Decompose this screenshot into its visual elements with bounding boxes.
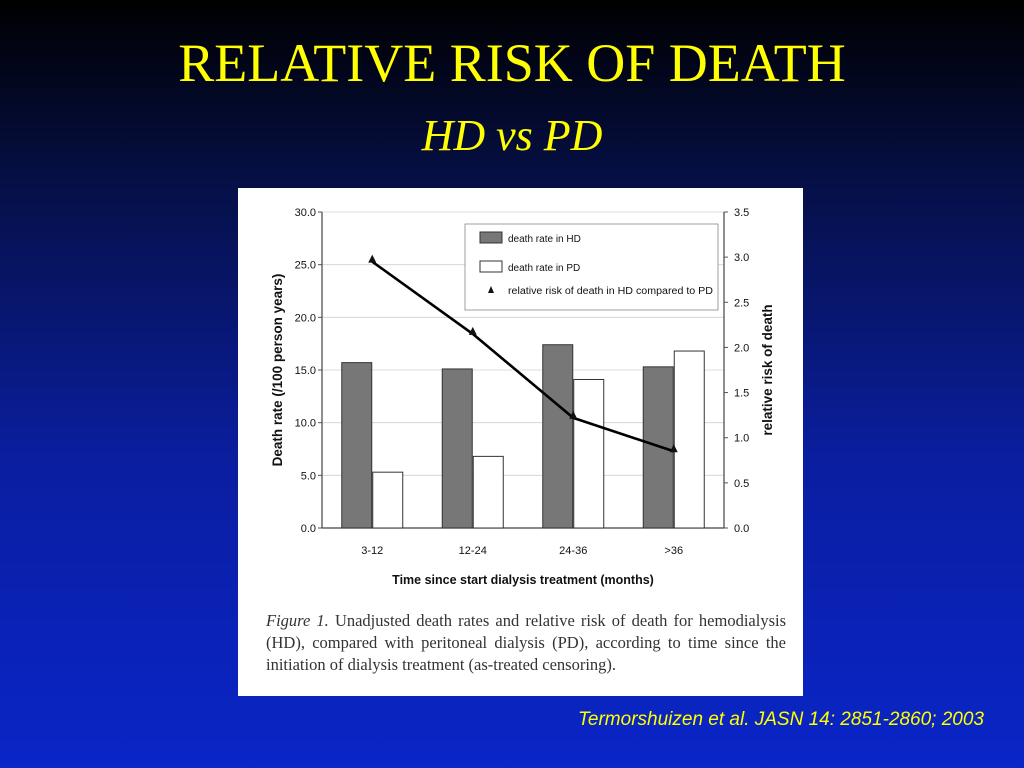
- risk-marker: [569, 410, 578, 419]
- risk-marker: [468, 326, 477, 335]
- y-tick-label: 25.0: [295, 260, 316, 272]
- y2-tick-label: 3.5: [734, 207, 749, 219]
- y-tick-label: 5.0: [301, 470, 316, 482]
- y2-tick-label: 0.0: [734, 523, 749, 535]
- risk-marker: [368, 254, 377, 263]
- legend-swatch-pd: [479, 260, 503, 273]
- y2-tick-label: 1.0: [734, 433, 749, 445]
- legend-swatch-hd: [479, 231, 503, 244]
- y-axis-label: Death rate (/100 person years): [270, 274, 285, 467]
- y2-tick-label: 2.5: [734, 297, 749, 309]
- bar-hd: [542, 344, 574, 529]
- x-tick-label: 3-12: [361, 545, 383, 557]
- y2-tick-label: 0.5: [734, 478, 749, 490]
- x-tick-label: 12-24: [459, 545, 487, 557]
- figure-caption-label: Figure 1.: [266, 611, 329, 630]
- slide-subtitle: HD vs PD: [421, 111, 603, 160]
- legend-box: [464, 223, 719, 311]
- y-tick-label: 15.0: [295, 365, 316, 377]
- y-tick-label: 10.0: [295, 418, 316, 430]
- y2-tick-label: 3.0: [734, 252, 749, 264]
- citation: Termorshuizen et al. JASN 14: 2851-2860;…: [578, 709, 984, 730]
- legend-label-pd: death rate in PD: [508, 263, 580, 274]
- slide-title: RELATIVE RISK OF DEATH: [178, 33, 846, 93]
- x-tick-label: 24-36: [559, 545, 587, 557]
- chart: 0.0 5.0 10.0 15.0 20.0 25.0 30.0 0.0 0.5 1.0 1.5 2.…: [270, 207, 775, 587]
- y-tick-label: 20.0: [295, 312, 316, 324]
- figure-caption: Figure 1. Unadjusted death rates and rel…: [266, 610, 786, 676]
- legend-label-hd: death rate in HD: [508, 234, 581, 245]
- legend-label-risk: relative risk of death in HD compared to…: [508, 286, 713, 297]
- risk-marker: [669, 444, 678, 453]
- y2-tick-label: 2.0: [734, 342, 749, 354]
- x-axis-label: Time since start dialysis treatment (mon…: [392, 573, 654, 587]
- figure-caption-text: Unadjusted death rates and relative risk…: [266, 611, 786, 674]
- y2-axis-label: relative risk of death: [760, 304, 775, 435]
- bar-pd: [573, 378, 605, 529]
- legend-marker-risk: [488, 286, 494, 293]
- bar-pd: [472, 455, 504, 529]
- risk-line: [371, 260, 675, 453]
- y2-tick-label: 1.5: [734, 388, 749, 400]
- y-tick-label: 0.0: [301, 523, 316, 535]
- x-tick-label: >36: [664, 545, 683, 557]
- bar-pd: [372, 471, 404, 529]
- bar-hd: [441, 368, 473, 529]
- bar-hd: [341, 362, 373, 529]
- bar-pd: [673, 350, 705, 529]
- figure-panel: 0.0 5.0 10.0 15.0 20.0 25.0 30.0 0.0 0.5 1.0 1.5 2.…: [238, 188, 803, 696]
- y-tick-label: 30.0: [295, 207, 316, 219]
